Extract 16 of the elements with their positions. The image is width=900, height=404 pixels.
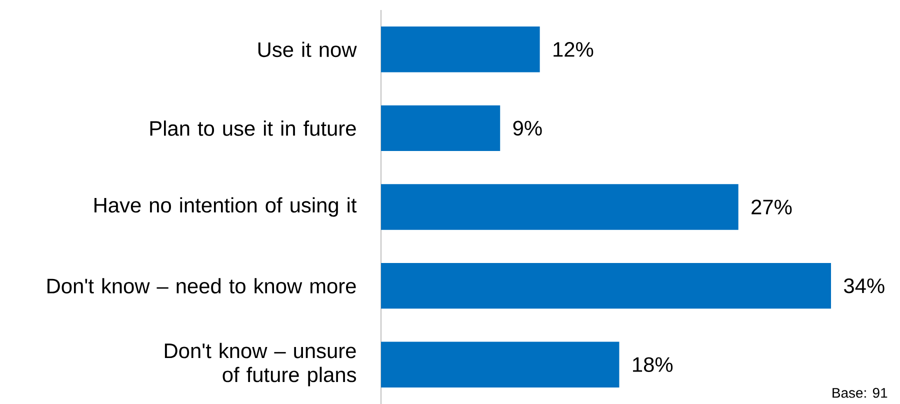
y-tick-label: Have no intention of using it [94, 197, 357, 217]
text: Base: 91 [832, 388, 888, 398]
y-tick-label: Use it now [258, 42, 357, 58]
bar [381, 262, 832, 309]
y-tick-label: Don't know – need to know more [48, 278, 356, 294]
bar [381, 184, 738, 230]
data-label: 18% [633, 357, 673, 372]
bar [381, 342, 620, 388]
bar [381, 26, 540, 72]
bar [381, 105, 500, 152]
y-tick-label: Plan to use it in future [150, 120, 356, 136]
data-label: 9% [513, 120, 542, 136]
data-label: 27% [752, 200, 792, 214]
data-label: 12% [554, 42, 594, 57]
y-tick-label: Don't know – unsure of future plans [164, 342, 356, 386]
data-label: 34% [844, 278, 884, 294]
